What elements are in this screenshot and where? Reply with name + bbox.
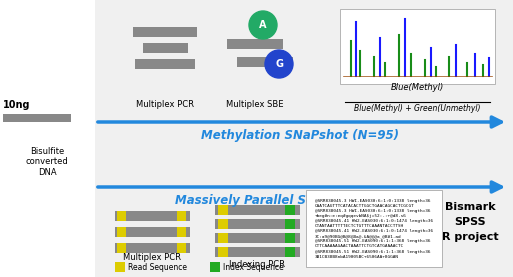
FancyBboxPatch shape [176, 211, 186, 221]
Text: Multiplex PCR: Multiplex PCR [136, 100, 194, 109]
Text: Multiplex SBE: Multiplex SBE [226, 100, 284, 109]
FancyBboxPatch shape [115, 211, 190, 221]
FancyBboxPatch shape [340, 9, 495, 84]
Text: Blue(Methyl) + Green(Unmethyl): Blue(Methyl) + Green(Unmethyl) [354, 104, 481, 113]
FancyBboxPatch shape [115, 262, 125, 272]
Text: Multiplex PCR: Multiplex PCR [123, 253, 181, 262]
FancyBboxPatch shape [215, 219, 300, 229]
FancyBboxPatch shape [218, 219, 228, 229]
FancyBboxPatch shape [95, 0, 513, 277]
FancyBboxPatch shape [117, 243, 126, 253]
Text: Index Sequence: Index Sequence [223, 263, 284, 271]
FancyBboxPatch shape [176, 227, 186, 237]
Text: G: G [275, 59, 283, 69]
Text: Massively Parallel Sequencing (N=95): Massively Parallel Sequencing (N=95) [174, 194, 425, 207]
FancyBboxPatch shape [117, 227, 126, 237]
FancyBboxPatch shape [215, 247, 300, 257]
FancyBboxPatch shape [237, 57, 293, 67]
FancyBboxPatch shape [115, 243, 190, 253]
FancyBboxPatch shape [285, 205, 295, 215]
FancyBboxPatch shape [117, 211, 126, 221]
Text: Blue(Methyl): Blue(Methyl) [391, 83, 444, 92]
Text: Methylation SNaPshot (N=95): Methylation SNaPshot (N=95) [201, 129, 399, 142]
Text: Bismark
SPSS
R project: Bismark SPSS R project [442, 202, 498, 242]
FancyBboxPatch shape [218, 205, 228, 215]
FancyBboxPatch shape [133, 27, 197, 37]
Text: Indexing PCR: Indexing PCR [229, 260, 285, 269]
Text: A: A [259, 20, 267, 30]
FancyBboxPatch shape [176, 243, 186, 253]
FancyBboxPatch shape [218, 247, 228, 257]
FancyBboxPatch shape [135, 59, 195, 69]
Text: 10ng: 10ng [3, 100, 30, 110]
FancyBboxPatch shape [143, 43, 188, 53]
FancyBboxPatch shape [210, 262, 220, 272]
FancyBboxPatch shape [215, 205, 300, 215]
FancyBboxPatch shape [227, 39, 283, 49]
FancyBboxPatch shape [215, 233, 300, 243]
Circle shape [249, 11, 277, 39]
FancyBboxPatch shape [285, 219, 295, 229]
Text: Read Sequence: Read Sequence [128, 263, 187, 271]
Text: @SRR838045.3 HWI-EAS030:6:1:0:1338 length=36
CAATCAGTTTCATACACTTGGCTGAACAGCACTCG: @SRR838045.3 HWI-EAS030:6:1:0:1338 lengt… [315, 199, 433, 258]
Circle shape [265, 50, 293, 78]
FancyBboxPatch shape [285, 247, 295, 257]
Text: Bisulfite
converted
DNA: Bisulfite converted DNA [26, 147, 68, 177]
FancyBboxPatch shape [115, 227, 190, 237]
FancyBboxPatch shape [285, 233, 295, 243]
FancyBboxPatch shape [218, 233, 228, 243]
FancyBboxPatch shape [3, 114, 71, 122]
